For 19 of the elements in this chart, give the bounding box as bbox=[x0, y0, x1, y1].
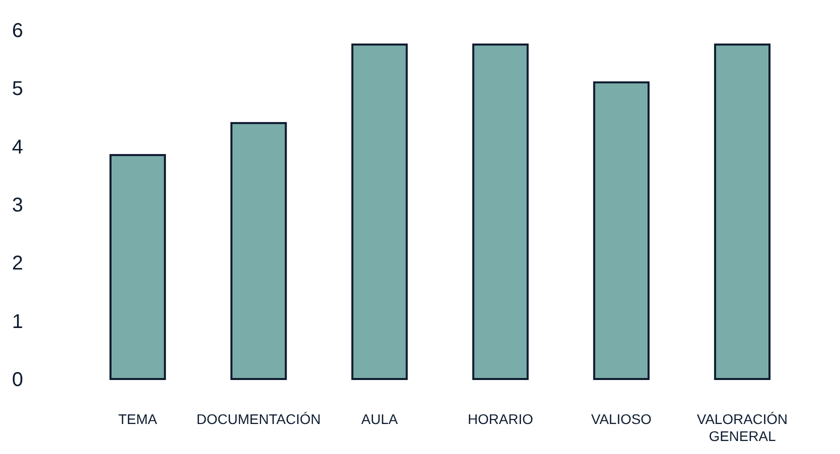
y-tick-label: 3 bbox=[12, 194, 24, 216]
x-tick-label: HORARIO bbox=[468, 411, 534, 427]
x-tick-label: VALORACIÓN GENERAL bbox=[696, 411, 788, 444]
y-tick-label: 4 bbox=[12, 136, 24, 158]
y-tick-label: 1 bbox=[12, 310, 24, 333]
bar bbox=[351, 44, 408, 380]
y-tick-label: 5 bbox=[12, 78, 24, 100]
bar bbox=[593, 81, 650, 380]
y-tick-label: 2 bbox=[12, 252, 24, 275]
bar bbox=[472, 44, 529, 380]
bar bbox=[714, 44, 770, 380]
y-tick-label: 0 bbox=[12, 369, 24, 391]
x-tick-label: TEMA bbox=[118, 411, 158, 427]
bar bbox=[230, 122, 287, 380]
x-tick-label: DOCUMENTACIÓN bbox=[196, 411, 321, 427]
x-tick-label: VALIOSO bbox=[591, 411, 652, 427]
y-tick-label: 6 bbox=[12, 20, 24, 42]
x-tick-label: AULA bbox=[361, 411, 398, 427]
bar bbox=[110, 154, 166, 380]
